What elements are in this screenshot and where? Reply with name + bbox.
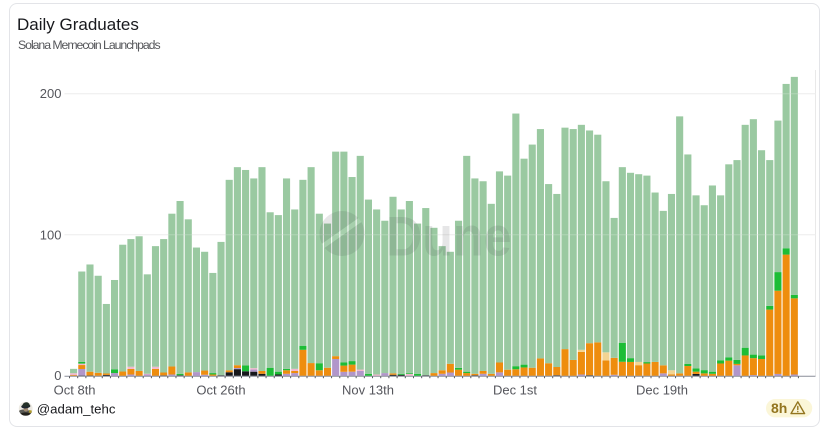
svg-text:0: 0 <box>54 368 61 383</box>
svg-text:@adam_tehc: @adam_tehc <box>37 402 116 417</box>
svg-text:Dec 1st: Dec 1st <box>493 383 537 398</box>
svg-text:Nov 13th: Nov 13th <box>342 383 394 398</box>
svg-text:8h: 8h <box>771 400 787 416</box>
svg-text:Dec 19th: Dec 19th <box>636 383 688 398</box>
svg-text:200: 200 <box>40 86 62 101</box>
svg-text:Oct 8th: Oct 8th <box>54 383 96 398</box>
svg-text:Dune: Dune <box>386 206 512 268</box>
svg-text:Oct 26th: Oct 26th <box>196 383 245 398</box>
svg-text:100: 100 <box>40 227 62 242</box>
